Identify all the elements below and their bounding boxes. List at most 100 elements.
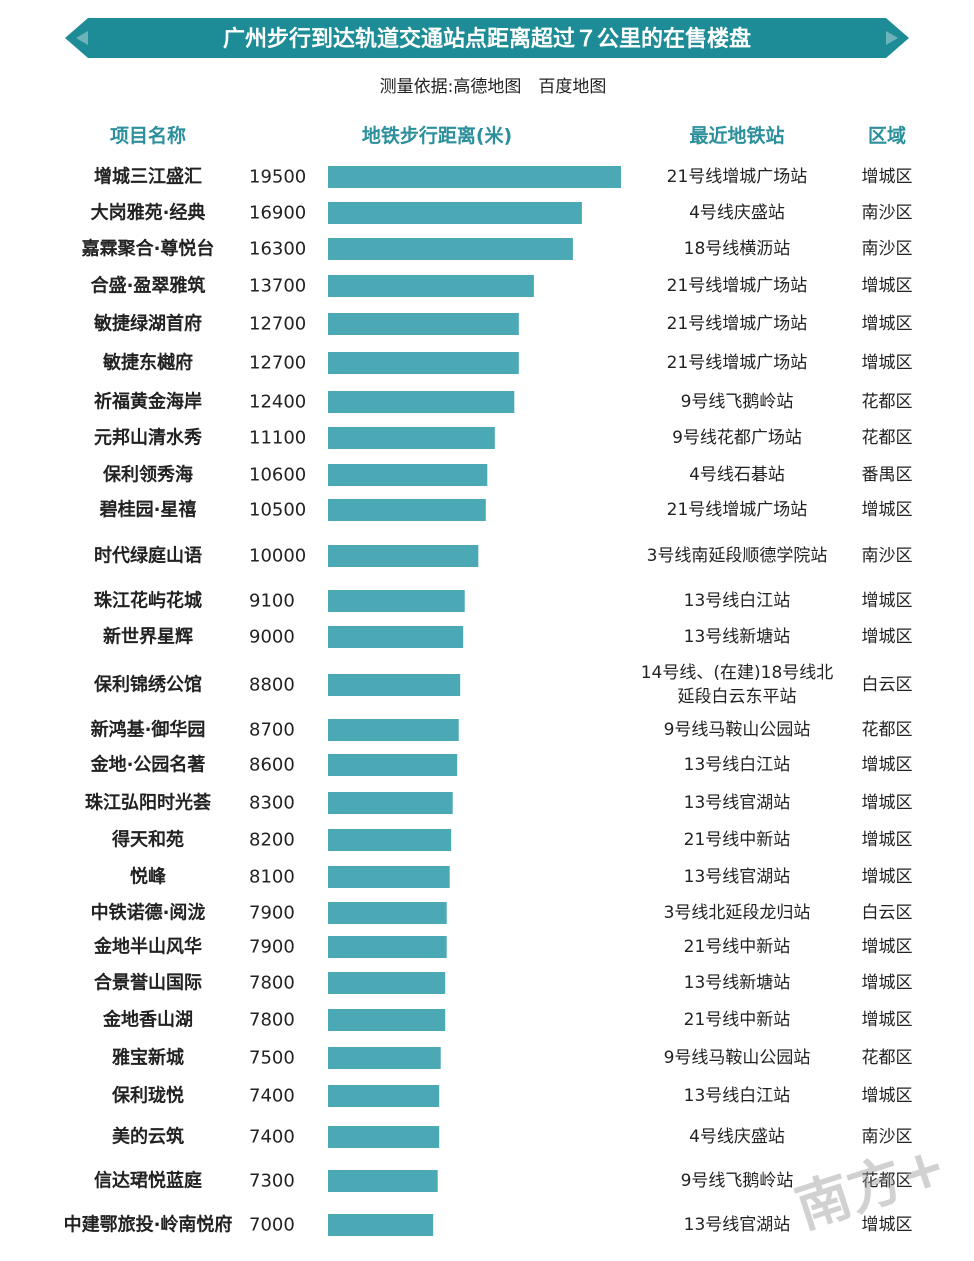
district: 南沙区 xyxy=(862,1127,913,1147)
distance-value: 9000 xyxy=(249,627,295,648)
distance-bar xyxy=(328,972,446,994)
project-name: 合景誉山国际 xyxy=(94,972,202,994)
distance-value: 8200 xyxy=(249,830,295,851)
district: 增城区 xyxy=(862,627,913,647)
nearest-station: 14号线、(在建)18号线北 xyxy=(641,663,834,683)
nearest-station: 13号线新塘站 xyxy=(684,627,791,647)
distance-bar xyxy=(328,352,519,374)
district: 南沙区 xyxy=(862,239,913,259)
distance-bar xyxy=(328,1214,434,1236)
distance-bar xyxy=(328,626,464,648)
district: 增城区 xyxy=(862,973,913,993)
project-name: 保利领秀海 xyxy=(102,464,193,486)
distance-value: 8800 xyxy=(249,675,295,696)
distance-value: 7400 xyxy=(249,1086,295,1107)
nearest-station: 4号线庆盛站 xyxy=(689,203,785,223)
distance-value: 7800 xyxy=(249,973,295,994)
project-name: 合盛·盈翠雅筑 xyxy=(91,275,206,297)
distance-bar xyxy=(328,719,459,741)
nearest-station: 9号线马鞍山公园站 xyxy=(664,720,811,740)
distance-value: 7900 xyxy=(249,937,295,958)
distance-bar xyxy=(328,1009,446,1031)
distance-bar xyxy=(328,1085,440,1107)
distance-bar xyxy=(328,829,452,851)
distance-value: 12700 xyxy=(249,314,306,335)
district: 增城区 xyxy=(862,353,913,373)
district: 花都区 xyxy=(862,428,913,448)
distance-value: 16300 xyxy=(249,239,306,260)
project-name: 保利珑悦 xyxy=(111,1085,184,1107)
distance-bar xyxy=(328,902,447,924)
distance-bar xyxy=(328,1126,440,1148)
distance-value: 8300 xyxy=(249,793,295,814)
distance-bar xyxy=(328,275,534,297)
banner-shape xyxy=(65,18,909,58)
nearest-station: 4号线庆盛站 xyxy=(689,1127,785,1147)
project-name: 雅宝新城 xyxy=(111,1047,184,1069)
header-distance: 地铁步行距离(米) xyxy=(362,124,512,147)
distance-bar xyxy=(328,313,519,335)
distance-value: 10500 xyxy=(249,500,306,521)
nearest-station: 21号线中新站 xyxy=(684,830,791,850)
district: 花都区 xyxy=(862,392,913,412)
header-district: 区域 xyxy=(868,124,906,147)
project-name: 金地半山风华 xyxy=(93,936,202,958)
nearest-station: 21号线增城广场站 xyxy=(667,276,808,296)
nearest-station: 延段白云东平站 xyxy=(678,687,797,707)
district: 花都区 xyxy=(862,720,913,740)
distance-bar xyxy=(328,754,458,776)
project-name: 悦峰 xyxy=(130,866,167,888)
title-banner: 广州步行到达轨道交通站点距离超过７公里的在售楼盘 xyxy=(65,18,909,58)
header-name: 项目名称 xyxy=(110,124,186,147)
distance-bar xyxy=(328,866,450,888)
project-name: 嘉霖聚合·尊悦台 xyxy=(81,238,215,260)
project-name: 大岗雅苑·经典 xyxy=(91,202,206,224)
nearest-station: 9号线花都广场站 xyxy=(672,428,802,448)
project-name: 珠江弘阳时光荟 xyxy=(85,792,212,814)
distance-value: 12700 xyxy=(249,353,306,374)
distance-value: 19500 xyxy=(249,167,306,188)
project-name: 增城三江盛汇 xyxy=(94,166,202,188)
district: 花都区 xyxy=(862,1048,913,1068)
distance-bar xyxy=(328,674,461,696)
nearest-station: 9号线飞鹅岭站 xyxy=(681,392,794,412)
distance-value: 9100 xyxy=(249,591,295,612)
distance-bar xyxy=(328,202,582,224)
nearest-station: 21号线增城广场站 xyxy=(667,167,808,187)
district: 增城区 xyxy=(862,276,913,296)
distance-value: 8700 xyxy=(249,720,295,741)
distance-value: 13700 xyxy=(249,276,306,297)
district: 番禺区 xyxy=(862,465,913,485)
district: 增城区 xyxy=(862,867,913,887)
district: 增城区 xyxy=(862,830,913,850)
distance-value: 10600 xyxy=(249,465,306,486)
distance-value: 10000 xyxy=(249,546,306,567)
project-name: 中建鄂旅投·岭南悦府 xyxy=(64,1214,233,1236)
distance-value: 7500 xyxy=(249,1048,295,1069)
nearest-station: 21号线中新站 xyxy=(684,937,791,957)
project-name: 保利锦绣公馆 xyxy=(93,674,202,696)
nearest-station: 3号线北延段龙归站 xyxy=(664,903,811,923)
nearest-station: 13号线新塘站 xyxy=(684,973,791,993)
nearest-station: 21号线增城广场站 xyxy=(667,353,808,373)
distance-value: 8600 xyxy=(249,755,295,776)
project-name: 时代绿庭山语 xyxy=(94,545,202,567)
project-name: 碧桂园·星禧 xyxy=(99,499,197,521)
chart-title: 广州步行到达轨道交通站点距离超过７公里的在售楼盘 xyxy=(223,26,751,52)
nearest-station: 21号线增城广场站 xyxy=(667,500,808,520)
project-name: 金地香山湖 xyxy=(102,1009,193,1031)
district: 增城区 xyxy=(862,755,913,775)
district: 南沙区 xyxy=(862,546,913,566)
banner-edge-left xyxy=(76,31,88,45)
district: 花都区 xyxy=(862,1171,913,1191)
district: 增城区 xyxy=(862,591,913,611)
nearest-station: 18号线横沥站 xyxy=(684,239,791,259)
distance-value: 12400 xyxy=(249,392,306,413)
distance-bar xyxy=(328,238,573,260)
district: 白云区 xyxy=(862,675,913,695)
nearest-station: 21号线增城广场站 xyxy=(667,314,808,334)
distance-value: 7000 xyxy=(249,1215,295,1236)
distance-bar xyxy=(328,166,621,188)
